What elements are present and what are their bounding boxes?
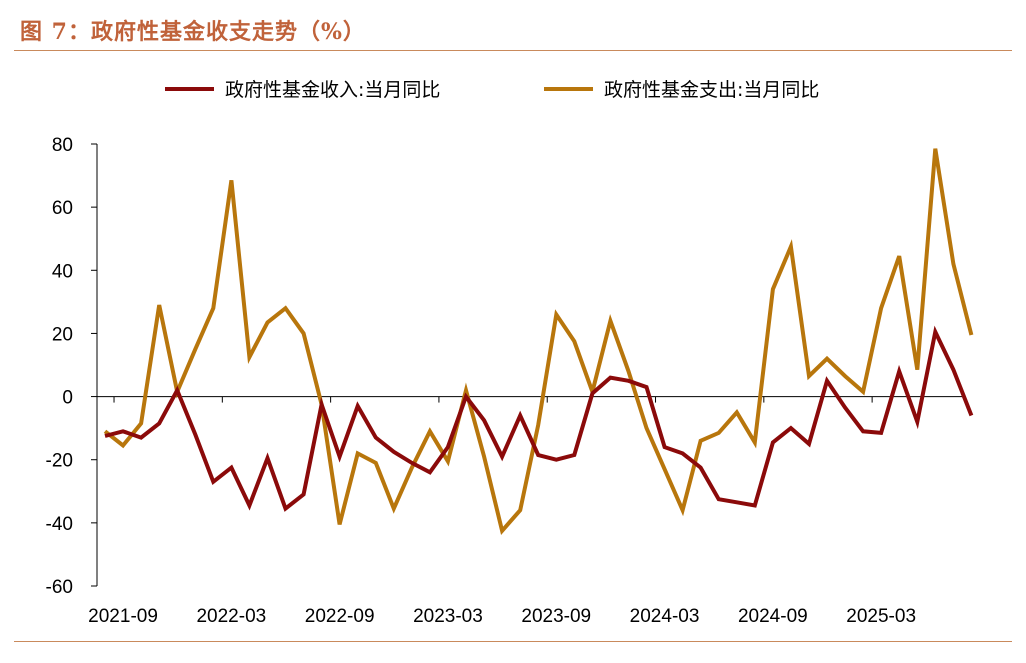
x-tick-label: 2022-03 <box>196 606 266 627</box>
y-tick-label: 40 <box>52 261 73 282</box>
x-tick-label: 2023-09 <box>521 606 591 627</box>
chart-series <box>103 148 974 536</box>
bottom-divider <box>14 641 1012 642</box>
title-divider <box>14 50 1012 51</box>
series-line-expenditure <box>103 148 974 536</box>
y-tick-label: 60 <box>52 198 73 219</box>
y-tick-label: 80 <box>52 135 73 156</box>
chart-axes: 80 60 40 20 0 -20 -40 -60 2021-09 2022-03 2022-09 2… <box>46 135 962 627</box>
series-line-income <box>104 325 974 512</box>
figure-title: 图 7：政府性基金收支走势（%） <box>20 19 366 45</box>
legend-label-expenditure: 政府性基金支出:当月同比 <box>604 79 819 101</box>
y-tick-label: 0 <box>62 388 73 409</box>
chart-legend: 政府性基金收入:当月同比 政府性基金支出:当月同比 <box>165 79 819 101</box>
x-tick-label: 2024-03 <box>630 606 700 627</box>
x-tick-label: 2023-03 <box>413 606 483 627</box>
x-tick-label: 2022-09 <box>305 606 375 627</box>
x-tick-label: 2025-03 <box>846 606 916 627</box>
x-tick-label: 2021-09 <box>88 606 158 627</box>
y-tick-label: 20 <box>52 324 73 345</box>
y-tick-label: -40 <box>46 514 73 535</box>
y-tick-label: -20 <box>46 451 73 472</box>
y-tick-label: -60 <box>46 577 73 598</box>
x-tick-label: 2024-09 <box>738 606 808 627</box>
legend-label-income: 政府性基金收入:当月同比 <box>225 79 440 101</box>
